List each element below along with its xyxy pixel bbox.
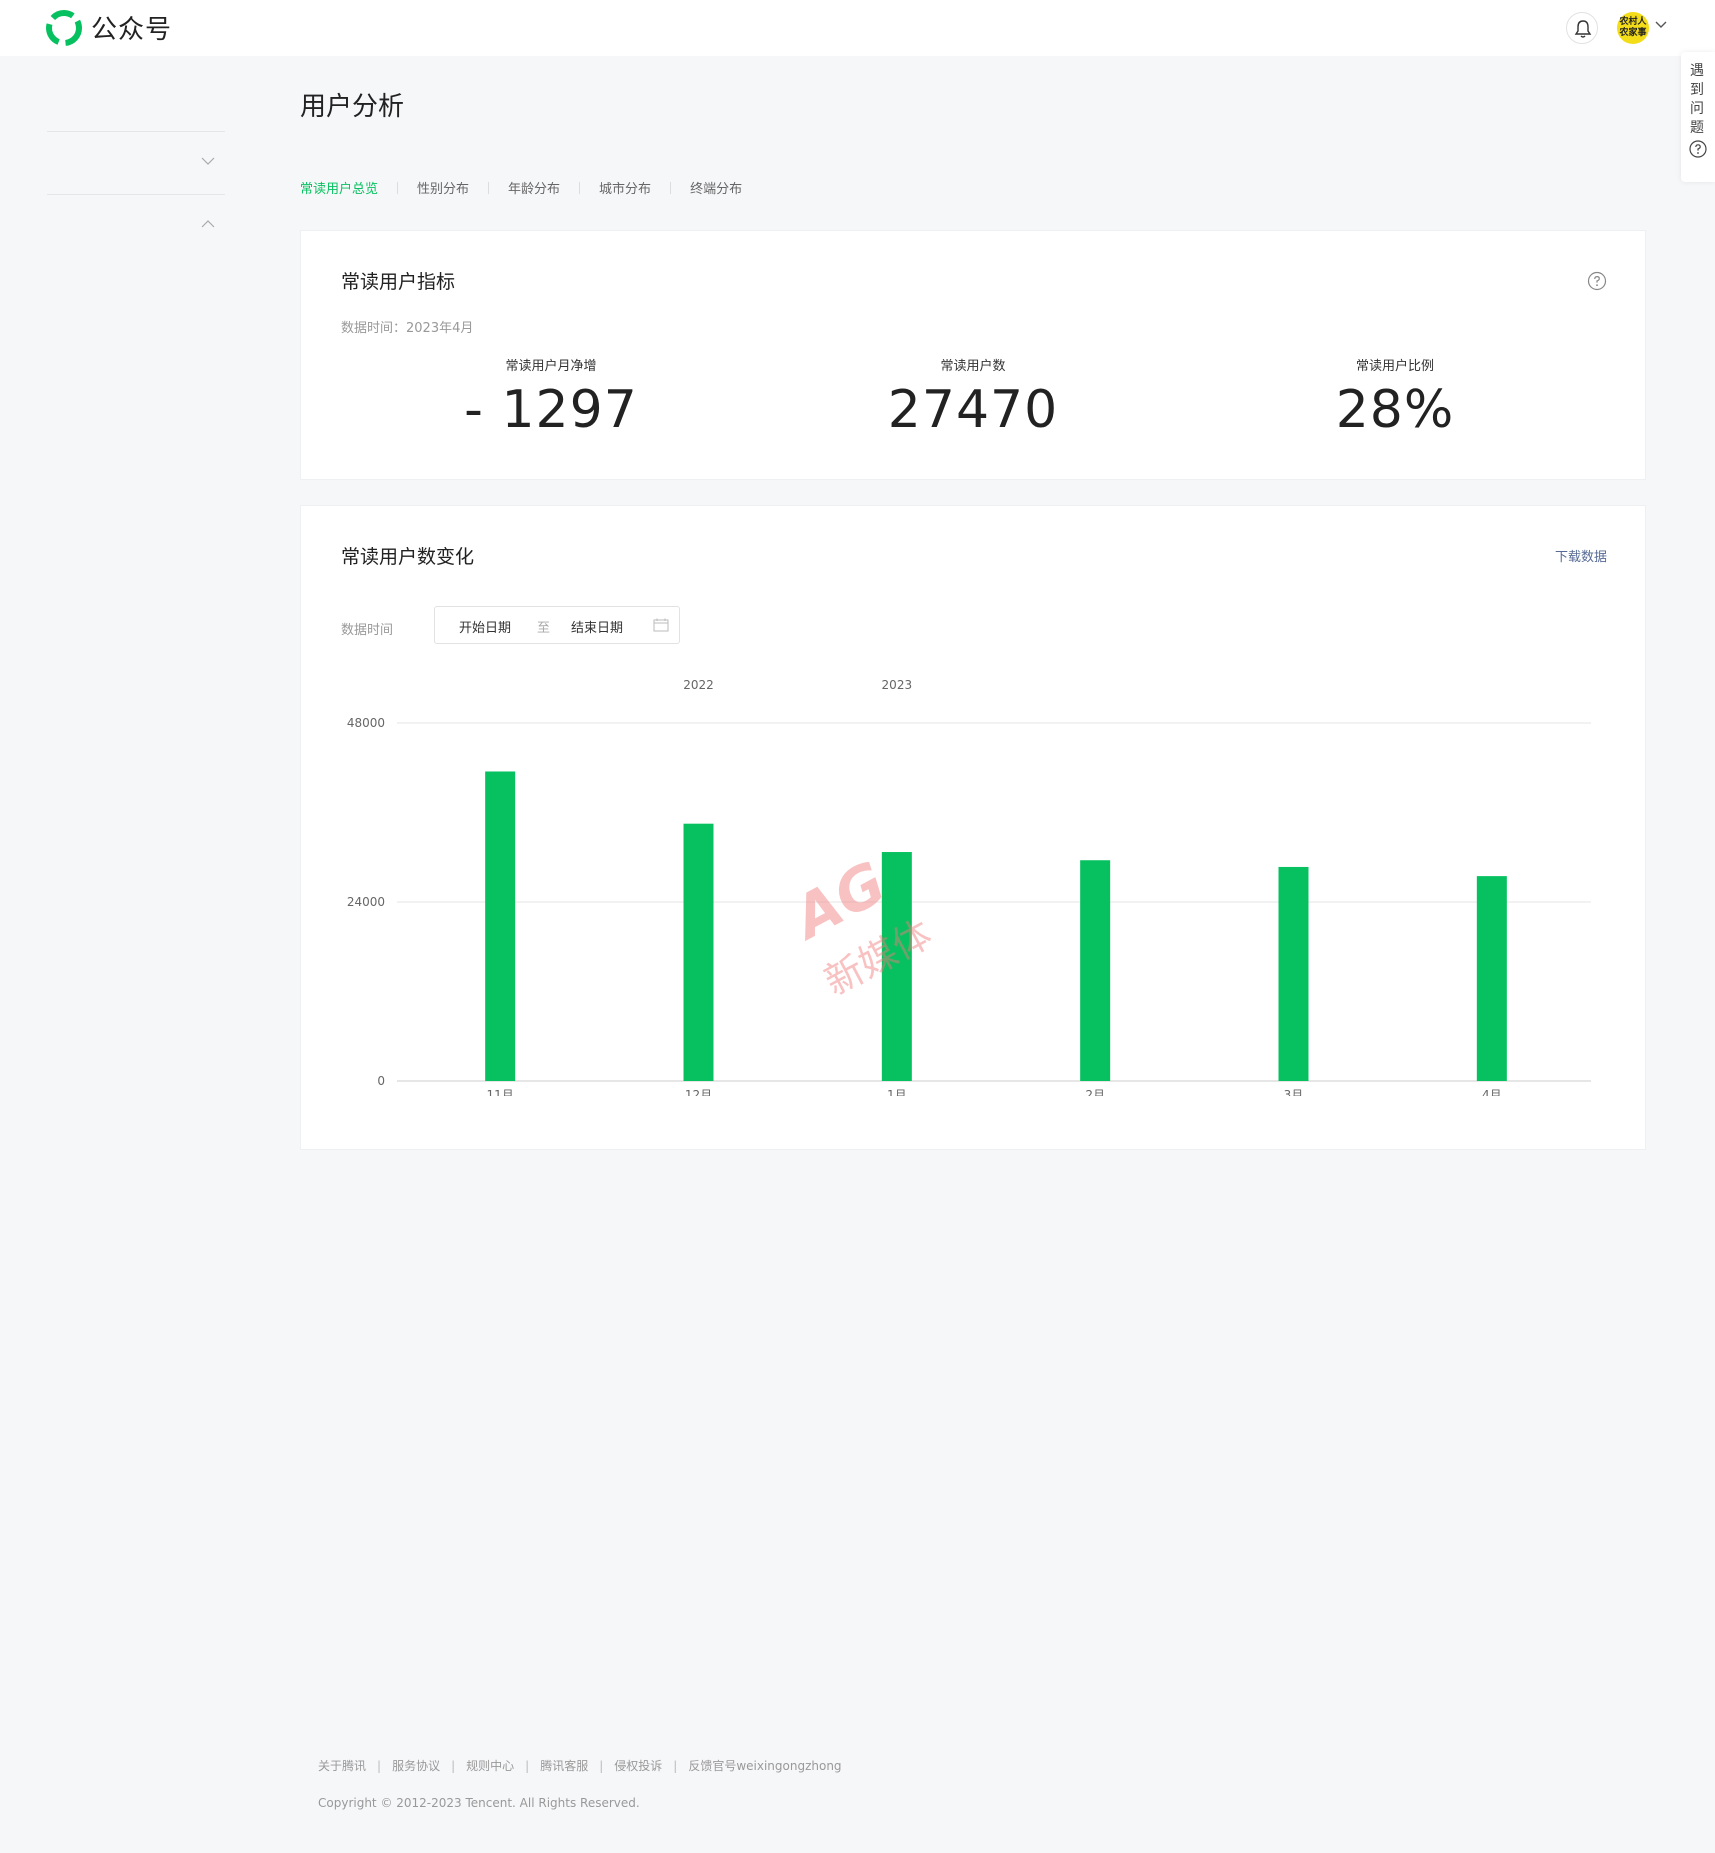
metrics-card-title: 常读用户指标 — [341, 271, 456, 293]
x-tick-label: 2月 — [1085, 1088, 1105, 1096]
end-date-input[interactable]: 结束日期 — [571, 621, 624, 636]
footer-link-rules-center[interactable]: 规则中心 — [466, 1759, 515, 1773]
footer-separator: | — [599, 1758, 604, 1773]
bell-icon — [1574, 20, 1592, 38]
trend-card-title: 常读用户数变化 — [341, 546, 475, 568]
bar — [1278, 866, 1309, 1081]
avatar-text: 农村人 农家事 — [1619, 17, 1647, 38]
footer-links: 关于腾讯 | 服务协议 | 规则中心 | 腾讯客服 | 侵权投诉 | 反馈官号w… — [318, 1757, 842, 1774]
sidebar-divider — [47, 194, 225, 195]
x-tick-label: 12月 — [685, 1088, 712, 1096]
range-separator: 至 — [537, 621, 551, 636]
metric-label: 常读用户数 — [940, 359, 1006, 374]
bar — [485, 771, 516, 1081]
chevron-up-icon[interactable] — [201, 220, 215, 228]
metric-label: 常读用户比例 — [1355, 359, 1434, 374]
question-circle-icon — [1689, 140, 1707, 158]
copyright: Copyright © 2012-2023 Tencent. All Right… — [318, 1796, 640, 1810]
question-circle-icon[interactable] — [1587, 271, 1607, 291]
notification-bell-button[interactable] — [1566, 12, 1598, 44]
top-bar: 公众号 农村人 农家事 — [0, 0, 1715, 56]
bar — [1080, 860, 1111, 1081]
sidebar-divider — [47, 131, 225, 132]
footer-link-infringement[interactable]: 侵权投诉 — [614, 1759, 663, 1773]
footer-separator: | — [525, 1758, 530, 1773]
tab-frequent-readers-overview[interactable]: 常读用户总览 — [300, 182, 379, 197]
tab-device[interactable]: 终端分布 — [690, 182, 743, 197]
metric-value: - 1297 — [464, 380, 638, 440]
metrics-card: 常读用户指标 数据时间：2023年4月 常读用户月净增 - 1297 常读用户数… — [300, 230, 1646, 480]
data-time: 数据时间：2023年4月 — [341, 321, 474, 336]
tab-divider — [579, 181, 581, 194]
y-tick-label: 24000 — [347, 895, 385, 909]
page-title: 用户分析 — [300, 92, 405, 122]
footer-separator: | — [451, 1758, 456, 1773]
footer-separator: | — [673, 1758, 678, 1773]
y-tick-label: 0 — [377, 1074, 385, 1088]
chevron-down-icon[interactable] — [1655, 21, 1667, 29]
footer-separator: | — [377, 1758, 382, 1773]
help-side-tab[interactable]: 遇到问题 — [1681, 52, 1715, 182]
download-data-link[interactable]: 下载数据 — [1554, 550, 1607, 565]
tab-divider — [670, 181, 672, 194]
year-label: 2022 — [683, 678, 714, 692]
tab-age[interactable]: 年龄分布 — [508, 182, 561, 197]
app-name[interactable]: 公众号 — [91, 15, 173, 45]
footer-link-customer-service[interactable]: 腾讯客服 — [540, 1759, 589, 1773]
trend-card: 常读用户数变化 下载数据 数据时间 开始日期 至 结束日期 0 24000 4800… — [300, 505, 1646, 1150]
date-range-picker[interactable]: 开始日期 至 结束日期 — [434, 606, 680, 644]
frequent-readers-bar-chart: 0 24000 48000 11月 12月 1月 2月 3月 4月 2022 2023 — [347, 678, 1591, 1096]
tab-divider — [488, 181, 490, 194]
bar — [1476, 876, 1507, 1081]
data-time-label: 数据时间 — [341, 623, 394, 638]
footer-link-about[interactable]: 关于腾讯 — [318, 1759, 367, 1773]
year-label: 2023 — [882, 678, 913, 692]
metric-monthly-net-growth: 常读用户月净增 - 1297 — [391, 355, 711, 440]
chevron-down-icon[interactable] — [201, 157, 215, 165]
y-tick-label: 48000 — [347, 716, 385, 730]
x-tick-label: 3月 — [1284, 1088, 1304, 1096]
footer-link-service-agreement[interactable]: 服务协议 — [392, 1759, 441, 1773]
x-tick-label: 11月 — [487, 1088, 514, 1096]
metric-frequent-reader-ratio: 常读用户比例 28% — [1235, 355, 1555, 440]
metric-frequent-reader-count: 常读用户数 27470 — [813, 355, 1133, 440]
bar — [683, 823, 714, 1081]
metric-value: 27470 — [887, 380, 1059, 440]
tab-city[interactable]: 城市分布 — [599, 182, 652, 197]
bar — [881, 852, 912, 1081]
footer-link-feedback[interactable]: 反馈官号weixingongzhong — [688, 1759, 842, 1773]
tab-divider — [397, 181, 399, 194]
x-tick-label: 4月 — [1482, 1088, 1502, 1096]
calendar-icon[interactable] — [653, 618, 669, 632]
start-date-input[interactable]: 开始日期 — [459, 621, 512, 636]
metric-value: 28% — [1335, 380, 1455, 440]
analysis-tabs: 常读用户总览 性别分布 年龄分布 城市分布 终端分布 — [300, 178, 742, 197]
metric-label: 常读用户月净增 — [505, 359, 597, 374]
x-tick-label: 1月 — [887, 1088, 907, 1096]
wechat-official-account-logo-icon[interactable] — [46, 10, 82, 46]
tab-gender[interactable]: 性别分布 — [417, 182, 470, 197]
avatar[interactable]: 农村人 农家事 — [1617, 12, 1649, 44]
help-tab-label: 遇到问题 — [1690, 63, 1704, 136]
